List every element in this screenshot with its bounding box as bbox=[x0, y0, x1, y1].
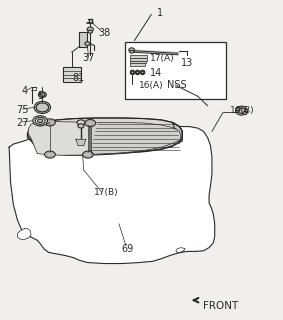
Ellipse shape bbox=[47, 152, 53, 157]
Text: FRONT: FRONT bbox=[203, 301, 238, 311]
Ellipse shape bbox=[85, 42, 90, 46]
Ellipse shape bbox=[85, 120, 96, 126]
Bar bbox=[130, 55, 147, 58]
Ellipse shape bbox=[77, 120, 85, 125]
Polygon shape bbox=[27, 118, 182, 154]
Text: 16(B): 16(B) bbox=[230, 106, 255, 115]
Ellipse shape bbox=[131, 71, 134, 74]
Ellipse shape bbox=[135, 70, 140, 75]
Bar bbox=[63, 67, 81, 82]
Text: 38: 38 bbox=[98, 28, 110, 37]
Ellipse shape bbox=[78, 124, 84, 128]
Polygon shape bbox=[89, 123, 181, 154]
Text: 13: 13 bbox=[181, 58, 193, 68]
Bar bbox=[130, 63, 145, 66]
Bar bbox=[130, 60, 146, 63]
Ellipse shape bbox=[45, 151, 55, 158]
Ellipse shape bbox=[38, 119, 43, 123]
Ellipse shape bbox=[40, 93, 45, 96]
Ellipse shape bbox=[238, 108, 245, 113]
Polygon shape bbox=[27, 118, 182, 155]
Text: NSS: NSS bbox=[167, 80, 186, 91]
Text: 37: 37 bbox=[82, 53, 95, 63]
Bar bbox=[130, 58, 147, 60]
Text: 4: 4 bbox=[22, 85, 28, 96]
Ellipse shape bbox=[236, 108, 240, 111]
Ellipse shape bbox=[130, 70, 135, 75]
Polygon shape bbox=[28, 121, 91, 155]
Bar bbox=[125, 42, 226, 100]
Ellipse shape bbox=[36, 103, 49, 112]
Ellipse shape bbox=[235, 106, 247, 115]
Ellipse shape bbox=[129, 48, 134, 52]
Text: 16(A): 16(A) bbox=[139, 81, 164, 90]
Text: 69: 69 bbox=[122, 244, 134, 253]
Text: 81: 81 bbox=[72, 73, 85, 83]
Ellipse shape bbox=[85, 152, 91, 157]
Text: 27: 27 bbox=[16, 118, 29, 128]
Polygon shape bbox=[18, 228, 31, 240]
Ellipse shape bbox=[38, 92, 46, 98]
Ellipse shape bbox=[34, 101, 51, 114]
Ellipse shape bbox=[45, 119, 55, 126]
Ellipse shape bbox=[140, 70, 145, 75]
Ellipse shape bbox=[88, 30, 93, 33]
Ellipse shape bbox=[87, 121, 94, 125]
Polygon shape bbox=[76, 139, 86, 146]
Text: 17(A): 17(A) bbox=[150, 54, 175, 63]
Ellipse shape bbox=[33, 116, 48, 126]
Text: 75: 75 bbox=[16, 105, 29, 115]
Ellipse shape bbox=[83, 151, 93, 158]
Ellipse shape bbox=[243, 111, 247, 115]
Text: 5: 5 bbox=[37, 91, 44, 101]
Ellipse shape bbox=[130, 50, 134, 53]
Text: 17(B): 17(B) bbox=[94, 188, 118, 197]
Ellipse shape bbox=[87, 27, 93, 32]
Bar bbox=[79, 32, 87, 47]
Ellipse shape bbox=[136, 71, 139, 74]
Polygon shape bbox=[172, 123, 182, 142]
Ellipse shape bbox=[141, 71, 144, 74]
Text: 1: 1 bbox=[157, 8, 163, 19]
Text: 14: 14 bbox=[150, 68, 162, 78]
Polygon shape bbox=[9, 126, 215, 264]
Ellipse shape bbox=[35, 117, 45, 124]
Ellipse shape bbox=[47, 120, 53, 124]
